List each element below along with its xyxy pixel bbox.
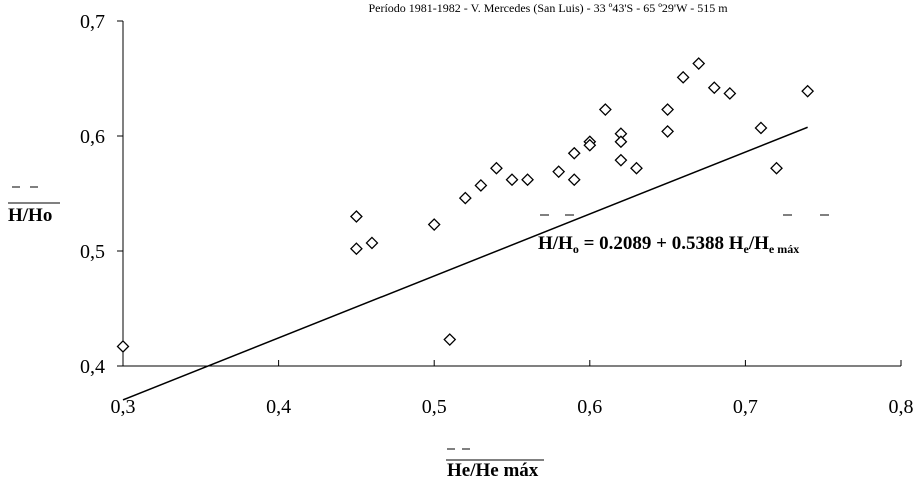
data-point	[661, 124, 675, 138]
x-tick-label: 0,5	[422, 396, 447, 418]
y-tick-label: 0,7	[80, 11, 105, 33]
data-point	[349, 210, 363, 223]
data-point	[567, 146, 581, 160]
data-point	[630, 161, 643, 175]
y-tick-label: 0,6	[80, 126, 105, 148]
x-tick-label: 0,3	[111, 396, 136, 418]
x-tick-label: 0,6	[577, 396, 602, 418]
data-point	[614, 135, 628, 149]
data-point	[598, 103, 612, 116]
equation-text: H/Ho = 0.2089 + 0.5388 He/He máx	[538, 233, 799, 256]
data-point	[458, 191, 472, 205]
data-point	[427, 218, 441, 231]
data-point	[614, 153, 628, 167]
data-point	[754, 121, 768, 135]
data-point	[723, 87, 737, 100]
data-point	[443, 333, 457, 346]
data-point	[349, 242, 363, 256]
trend-line	[122, 126, 808, 401]
regression-equation: H/Ho = 0.2089 + 0.5388 He/He máx	[538, 214, 829, 256]
data-point	[770, 161, 783, 175]
data-point	[692, 57, 706, 70]
data-point	[676, 70, 690, 84]
y-tick-label: 0,4	[80, 356, 105, 378]
x-tick-label: 0,4	[266, 396, 291, 418]
data-point	[801, 84, 815, 98]
x-axis-title-group: He/He máx	[446, 448, 544, 481]
x-tick-label: 0,8	[889, 396, 914, 418]
data-point	[567, 173, 581, 187]
data-point	[505, 173, 519, 187]
data-point	[474, 179, 488, 192]
data-point	[661, 103, 675, 116]
data-point	[583, 138, 597, 152]
data-point	[521, 173, 534, 187]
tick-labels: 0,3 0,4 0,5 0,6 0,7 0,8 0,4 0,5 0,6 0,7	[80, 11, 914, 418]
chart-subtitle: Período 1981-1982 - V. Mercedes (San Lui…	[368, 1, 728, 15]
data-point	[116, 340, 130, 353]
axis-ticks	[117, 20, 902, 367]
y-tick-label: 0,5	[80, 241, 105, 263]
x-axis-title: He/He máx	[447, 460, 539, 481]
y-axis-title: H/Ho	[8, 205, 52, 226]
data-point	[707, 81, 721, 95]
data-point	[365, 236, 379, 250]
data-points	[116, 57, 815, 353]
x-tick-label: 0,7	[733, 396, 758, 418]
data-point	[552, 165, 566, 179]
data-point	[490, 161, 503, 175]
y-axis-title-group: H/Ho	[8, 186, 60, 226]
